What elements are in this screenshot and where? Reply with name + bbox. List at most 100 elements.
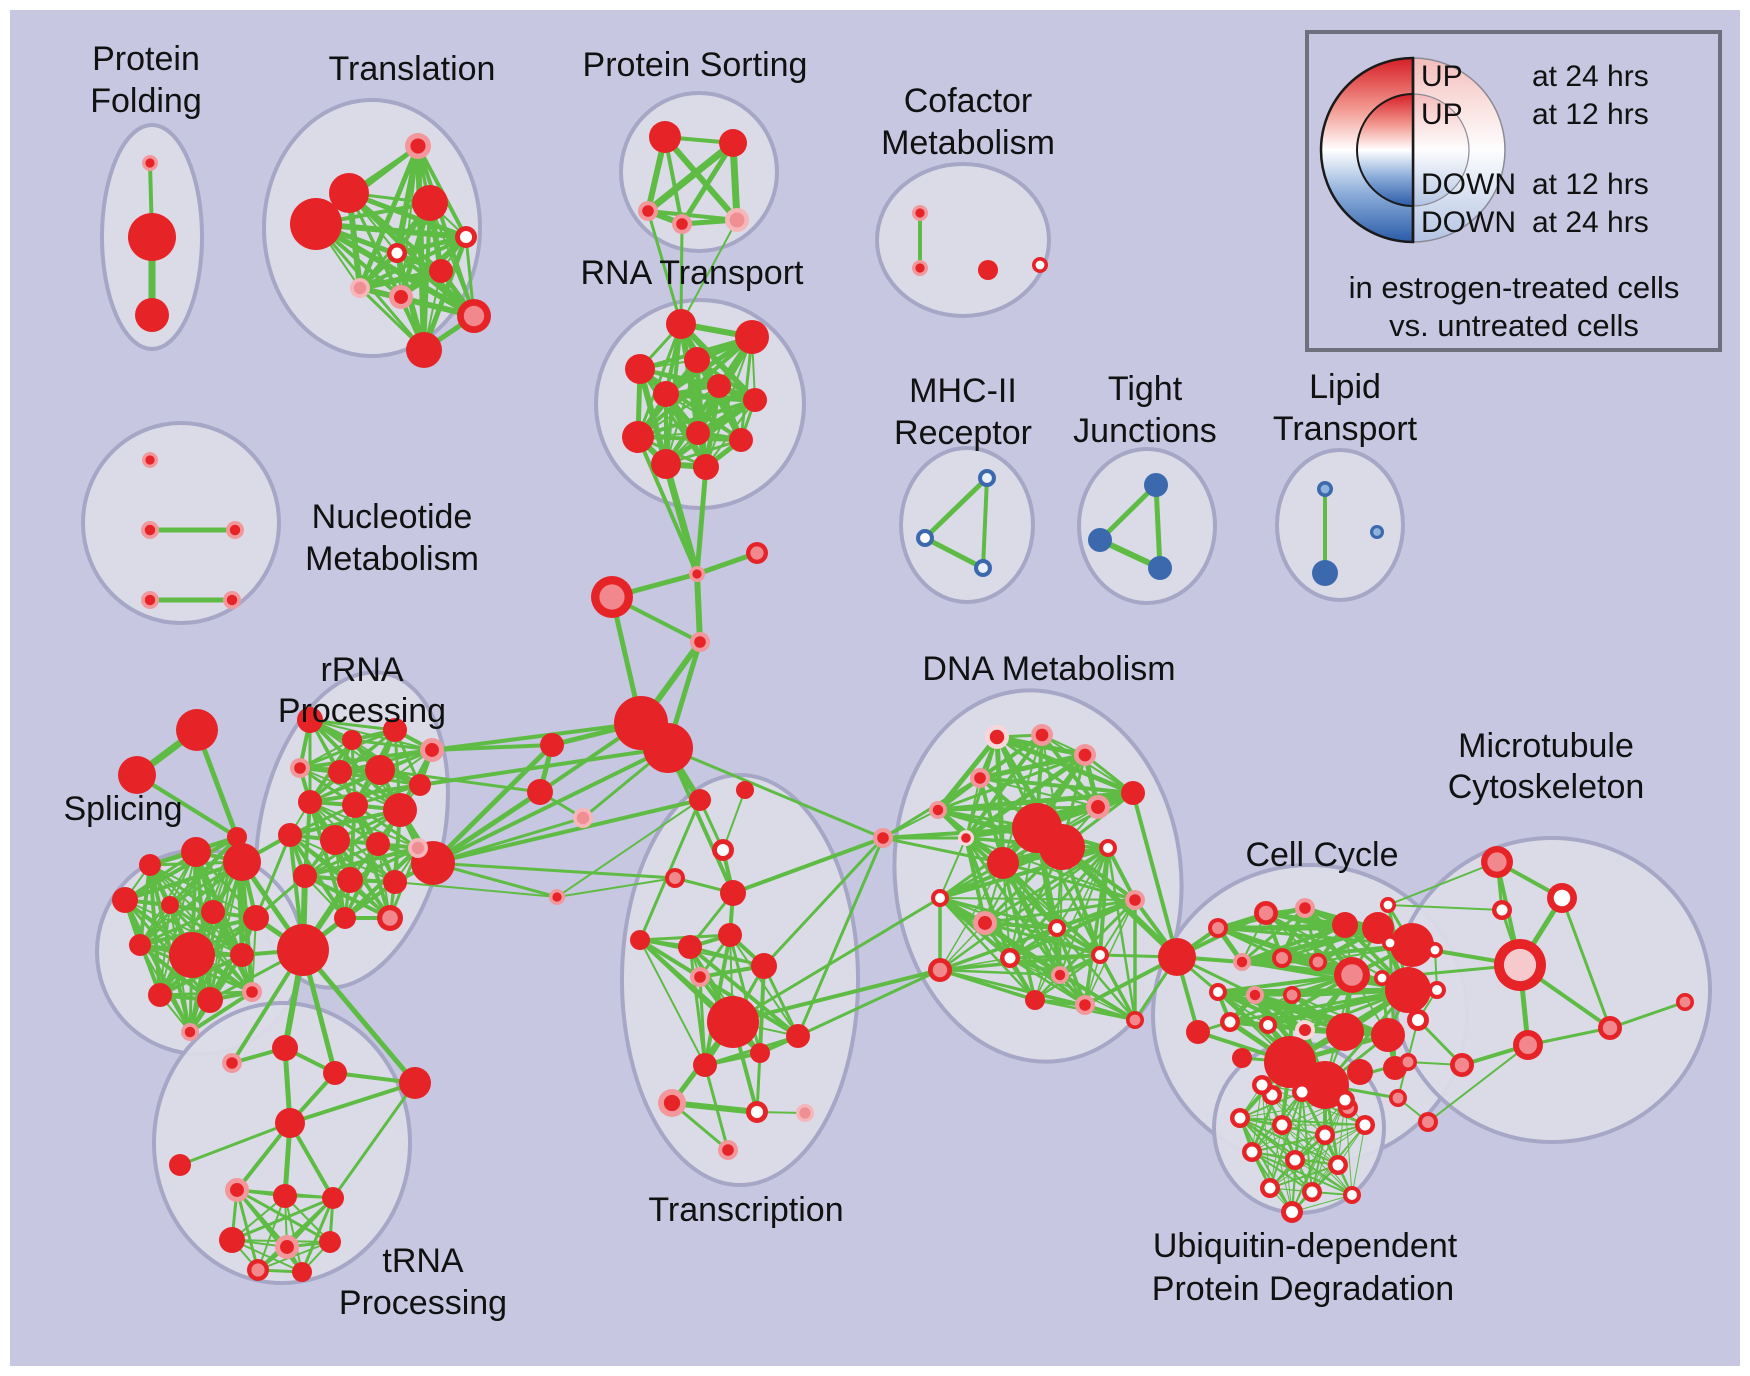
edge [646, 209, 739, 222]
cluster-label-cell-cycle: Cell Cycle [1245, 836, 1398, 874]
node-splicing-77 [242, 982, 262, 1002]
edge [939, 837, 967, 899]
node-outer [342, 730, 362, 750]
node-outer [383, 718, 407, 742]
node-outer [707, 996, 759, 1048]
node-splicing-70 [201, 900, 225, 924]
edge [1106, 846, 1137, 1022]
cluster-label-cofactor-metabolism: Metabolism [881, 124, 1055, 162]
node-rrna-processing-50 [342, 792, 368, 818]
cluster-label-tight-junctions: Tight [1108, 370, 1183, 408]
edge [254, 833, 292, 920]
edge [431, 798, 702, 865]
edge [922, 535, 986, 571]
node-inner [230, 1183, 244, 1197]
node-cell-cycle-146 [1390, 923, 1434, 967]
edge [123, 835, 239, 902]
node-microtubule-cytoskeleton-191 [1676, 993, 1694, 1011]
node-spine-34 [690, 632, 710, 652]
node-cell-cycle-153 [1246, 986, 1264, 1004]
edge [357, 143, 421, 291]
node-inner [1035, 728, 1049, 742]
node-inner [411, 841, 425, 855]
node-cell-cycle-151 [1385, 967, 1431, 1013]
node-splicing-72 [129, 934, 151, 956]
node-splicing-69 [161, 896, 179, 914]
node-inner [1249, 989, 1261, 1001]
edge [429, 202, 475, 317]
node-outer [197, 987, 223, 1013]
edge [430, 743, 554, 752]
edge [430, 742, 555, 866]
node-inner [935, 893, 945, 903]
edge [1560, 896, 1612, 1030]
edge [1281, 1124, 1353, 1196]
node-outer [278, 823, 302, 847]
cluster-labels: Protein Folding Translation Protein Sorting… [63, 40, 1644, 1322]
edge [303, 800, 312, 878]
node-dna-metabolism-134 [1051, 966, 1069, 984]
node-splicing-73 [169, 932, 215, 978]
node-microtubule-cytoskeleton-190 [1598, 1016, 1622, 1040]
node-dna-metabolism-130 [973, 911, 997, 935]
node-rna-transport-25 [743, 388, 767, 412]
node-translation-7 [455, 226, 477, 248]
edge [298, 728, 397, 770]
node-cell-cycle-158 [1326, 1013, 1364, 1051]
node-inner [1602, 1020, 1618, 1036]
node-inner [920, 533, 930, 543]
cluster-label-cofactor-metabolism: Cofactor [904, 82, 1033, 120]
node-inner [1432, 985, 1442, 995]
node-outer [129, 934, 151, 956]
node-inner [425, 743, 439, 757]
node-ubiquitin-degradation-173 [1315, 1125, 1335, 1145]
node-inner [410, 138, 426, 154]
node-microtubule-cytoskeleton-197 [1389, 1089, 1407, 1107]
node-rrna-processing-57 [337, 867, 363, 893]
node-inner [729, 212, 745, 228]
node-rrna-processing-51 [383, 793, 417, 827]
node-cell-cycle-147 [1233, 953, 1251, 971]
node-microtubule-cytoskeleton-192 [1450, 1053, 1474, 1077]
edge [235, 1188, 260, 1272]
node-inner [1078, 748, 1092, 762]
cluster-label-mhc-ii-receptor: Receptor [894, 414, 1032, 452]
node-microtubule-cytoskeleton-185 [1427, 942, 1443, 958]
node-transcription-110 [750, 1043, 770, 1063]
edge [666, 746, 885, 840]
node-outer [622, 421, 654, 453]
node-outer [630, 930, 650, 950]
edge [1239, 1117, 1293, 1213]
cluster-label-trna-processing: tRNA [382, 1242, 464, 1280]
node-outer [719, 129, 747, 157]
node-inner [1385, 938, 1395, 948]
node-outer [148, 983, 172, 1007]
edge [1084, 899, 1136, 1006]
edge [430, 721, 643, 752]
node-microtubule-cytoskeleton-189 [1513, 1030, 1543, 1060]
node-cofactor-metabolism-85 [912, 260, 928, 276]
node-rrna-processing-58 [383, 870, 407, 894]
cluster-label-rrna-processing: rRNA [320, 651, 403, 689]
edge [298, 748, 434, 770]
node-outer [651, 449, 681, 479]
node-inner [982, 473, 992, 483]
node-outer [272, 1035, 298, 1061]
node-inner [932, 962, 948, 978]
node-inner [1320, 484, 1330, 494]
node-outer [718, 923, 742, 947]
node-inner [1052, 923, 1062, 933]
node-inner [1679, 996, 1691, 1008]
node-inner [394, 290, 408, 304]
node-rna-transport-20 [735, 320, 769, 354]
legend-row-label: at 24 hrs [1532, 206, 1649, 239]
node-rrna-processing-54 [366, 832, 390, 856]
node-rrna-processing-44 [420, 738, 444, 762]
edge [431, 746, 670, 865]
cluster-label-microtubule-cytoskeleton: Cytoskeleton [1448, 768, 1645, 806]
cluster-ellipse-nucleotide-metabolism [81, 421, 281, 625]
node-dna-metabolism-139 [1126, 1011, 1144, 1029]
node-inner [1258, 905, 1274, 921]
node-spine-36 [643, 723, 693, 773]
